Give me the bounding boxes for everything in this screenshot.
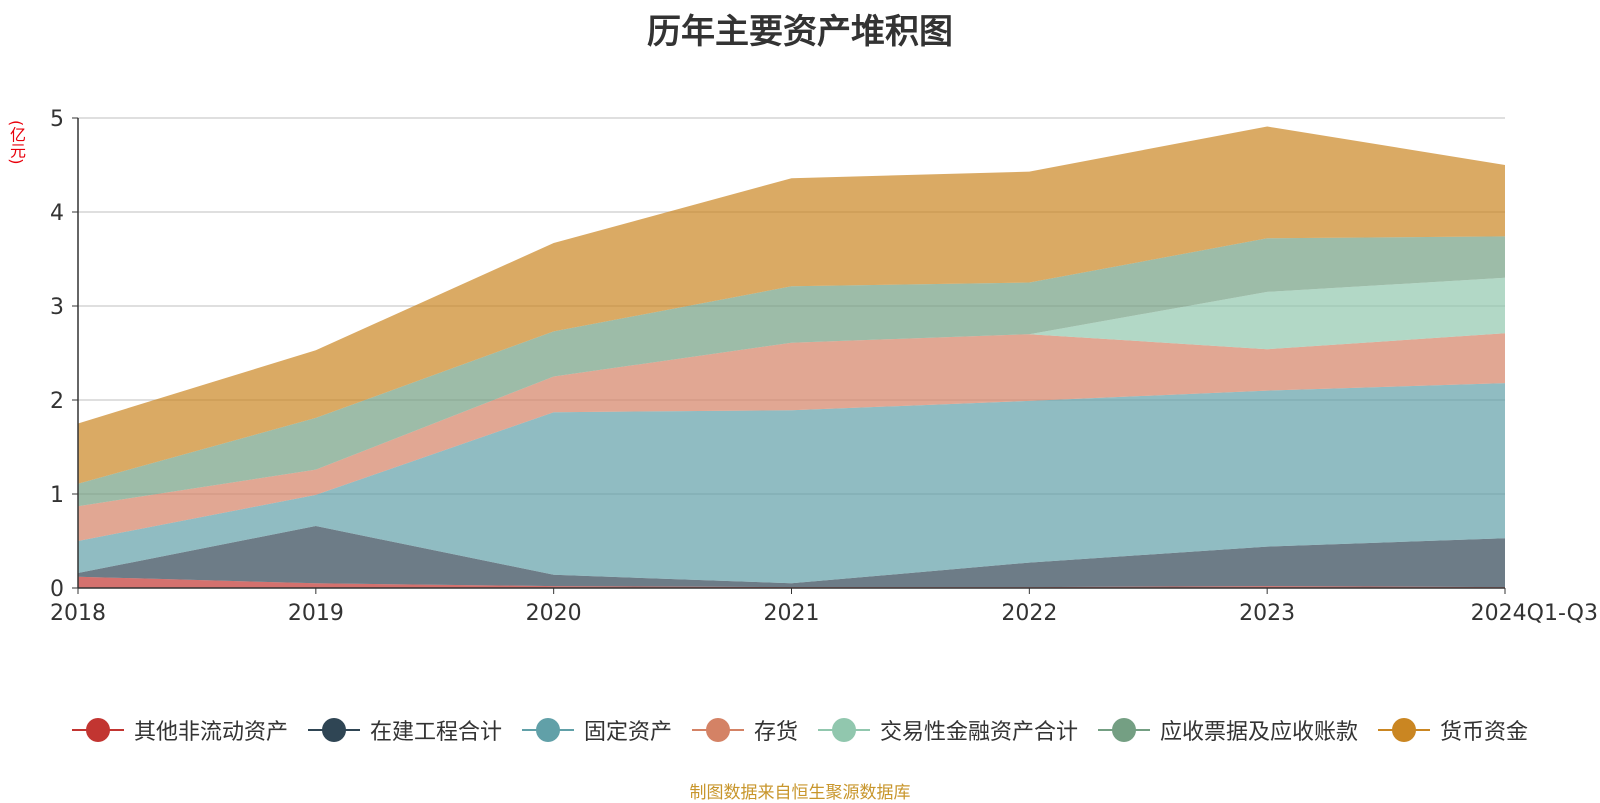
legend-label: 交易性金融资产合计 bbox=[880, 720, 1079, 745]
y-tick-label: 1 bbox=[50, 483, 64, 508]
legend-label: 应收票据及应收账款 bbox=[1160, 720, 1359, 745]
legend-item[interactable]: 其他非流动资产 bbox=[71, 714, 288, 746]
x-tick-label: 2023 bbox=[1239, 601, 1295, 626]
area-series-0 bbox=[78, 576, 1505, 588]
x-tick-label: 2024Q1-Q3 bbox=[1471, 601, 1598, 626]
y-tick-label: 0 bbox=[50, 577, 64, 602]
x-tick-label: 2018 bbox=[50, 601, 106, 626]
legend-label: 其他非流动资产 bbox=[133, 720, 288, 745]
legend: 其他非流动资产 在建工程合计 固定资产 存货 交易性金融资产合计 应收票据及应收账款 货币资… bbox=[0, 714, 1600, 746]
source-note: 制图数据来自恒生聚源数据库 bbox=[689, 783, 911, 803]
legend-item[interactable]: 在建工程合计 bbox=[307, 714, 502, 746]
legend-label: 固定资产 bbox=[583, 720, 672, 745]
legend-marker-icon bbox=[521, 718, 574, 742]
legend-marker-icon bbox=[71, 718, 124, 742]
area-series-2 bbox=[78, 383, 1505, 584]
legend-item[interactable]: 交易性金融资产合计 bbox=[818, 714, 1078, 746]
y-tick-label: 5 bbox=[50, 107, 64, 132]
y-tick-label: 4 bbox=[50, 201, 64, 226]
legend-marker-icon bbox=[307, 718, 360, 742]
y-axis-unit-label: (亿元) bbox=[7, 120, 26, 165]
legend-marker-icon bbox=[1098, 718, 1151, 742]
legend-label: 存货 bbox=[753, 720, 798, 745]
stacked-area-chart: 0 1 2 3 4 5 2018 2019 2020 2021 2022 2023 2024Q1-Q3 bbox=[50, 107, 1598, 626]
legend-marker-icon bbox=[691, 718, 744, 742]
legend-marker-icon bbox=[818, 718, 870, 742]
legend-item[interactable]: 应收票据及应收账款 bbox=[1098, 714, 1358, 746]
legend-label: 在建工程合计 bbox=[369, 720, 502, 745]
x-tick-label: 2019 bbox=[288, 601, 344, 626]
y-tick-label: 2 bbox=[50, 389, 64, 414]
area-series-4 bbox=[78, 277, 1505, 507]
area-series-6 bbox=[78, 126, 1505, 484]
area-layer bbox=[78, 126, 1505, 588]
legend-label: 货币资金 bbox=[1440, 720, 1529, 745]
area-series-5 bbox=[78, 236, 1505, 507]
chart-title: 历年主要资产堆积图 bbox=[647, 12, 953, 52]
legend-marker-icon bbox=[1378, 718, 1431, 742]
x-tick-label: 2022 bbox=[1001, 601, 1057, 626]
area-series-3 bbox=[78, 333, 1505, 541]
x-tick-label: 2021 bbox=[764, 601, 820, 626]
x-tick-label: 2020 bbox=[526, 601, 582, 626]
legend-item[interactable]: 存货 bbox=[691, 714, 798, 746]
area-series-1 bbox=[78, 526, 1505, 588]
legend-item[interactable]: 固定资产 bbox=[521, 714, 672, 746]
y-tick-label: 3 bbox=[50, 295, 64, 320]
axis-layer: 0 1 2 3 4 5 2018 2019 2020 2021 2022 2023 2024Q1-Q3 bbox=[50, 107, 1598, 626]
legend-item[interactable]: 货币资金 bbox=[1378, 714, 1528, 746]
